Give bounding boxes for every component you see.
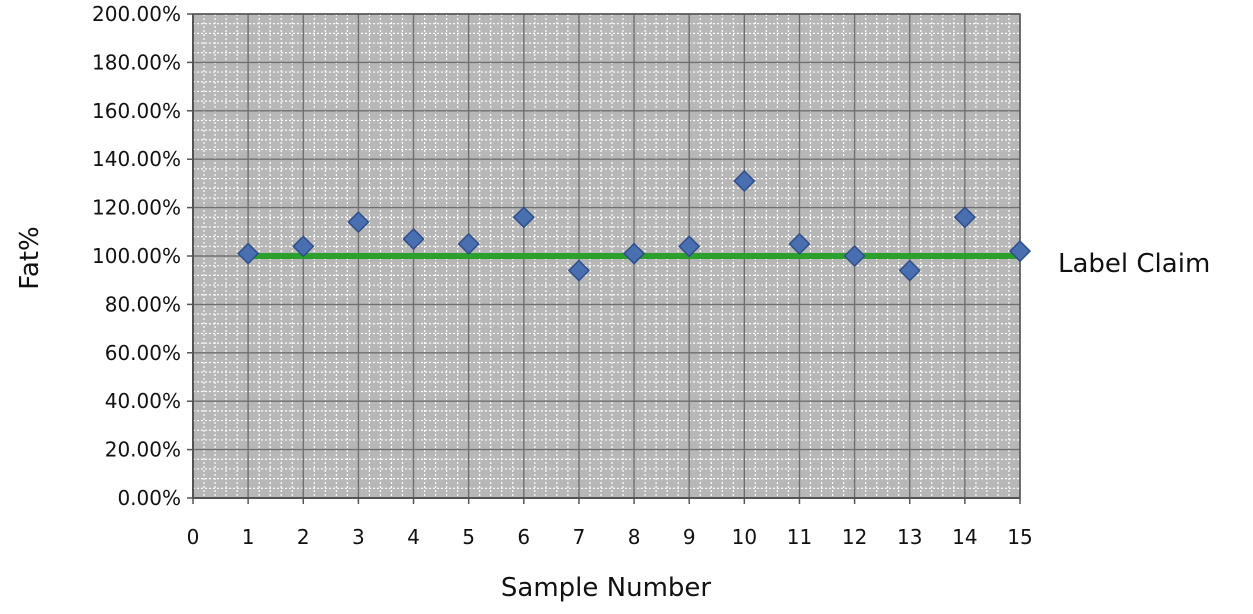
x-tick-label: 1	[242, 525, 255, 549]
data-point	[567, 259, 590, 282]
fat-percent-points	[237, 169, 1032, 282]
x-axis-title: Sample Number	[501, 573, 712, 603]
x-tick-label: 2	[297, 525, 310, 549]
y-tick-label: 80.00%	[105, 292, 181, 316]
data-point	[678, 235, 701, 258]
data-point	[402, 227, 425, 251]
data-point	[953, 206, 976, 229]
x-tick-label: 4	[407, 525, 420, 549]
data-point	[623, 242, 646, 265]
data-point	[843, 244, 866, 268]
data-point	[788, 232, 811, 255]
y-tick-label: 140.00%	[92, 147, 181, 171]
x-tick-label: 13	[897, 525, 922, 549]
x-tick-label: 0	[187, 525, 200, 549]
data-point	[347, 211, 370, 234]
x-tick-label: 15	[1007, 525, 1032, 549]
y-tick-label: 160.00%	[92, 99, 181, 123]
data-point	[292, 235, 315, 258]
y-axis-title: Fat%	[15, 226, 45, 289]
label-claim-annotation: Label Claim	[1058, 249, 1210, 279]
x-tick-label: 7	[573, 525, 586, 549]
y-tick-label: 200.00%	[92, 2, 181, 26]
x-tick-label: 9	[683, 525, 696, 549]
y-tick-label: 0.00%	[117, 486, 181, 510]
y-tick-label: 120.00%	[92, 196, 181, 220]
x-tick-label: 8	[628, 525, 641, 549]
y-tick-label: 60.00%	[105, 341, 181, 365]
data-point	[898, 259, 921, 282]
data-point	[733, 169, 756, 193]
x-axis-tick-labels: 0 1 2 3 4 5 6 7 8 9 10 11 12 13 14 15	[187, 525, 1033, 549]
y-tick-label: 40.00%	[105, 389, 181, 413]
y-tick-label: 180.00%	[92, 50, 181, 74]
x-tick-label: 11	[787, 525, 812, 549]
data-point	[457, 232, 480, 255]
y-tick-label: 100.00%	[92, 244, 181, 268]
data-point	[1008, 240, 1032, 263]
x-tick-label: 12	[842, 525, 867, 549]
data-point	[237, 242, 260, 265]
y-tick-label: 20.00%	[105, 438, 181, 462]
x-tick-label: 3	[352, 525, 365, 549]
x-tick-label: 6	[517, 525, 530, 549]
data-point	[512, 206, 535, 229]
x-tick-label: 10	[732, 525, 757, 549]
y-axis-tick-labels: 0.00% 20.00% 40.00% 60.00% 80.00% 100.00% 120.…	[92, 2, 181, 510]
x-tick-label: 5	[462, 525, 475, 549]
x-tick-label: 14	[952, 525, 977, 549]
